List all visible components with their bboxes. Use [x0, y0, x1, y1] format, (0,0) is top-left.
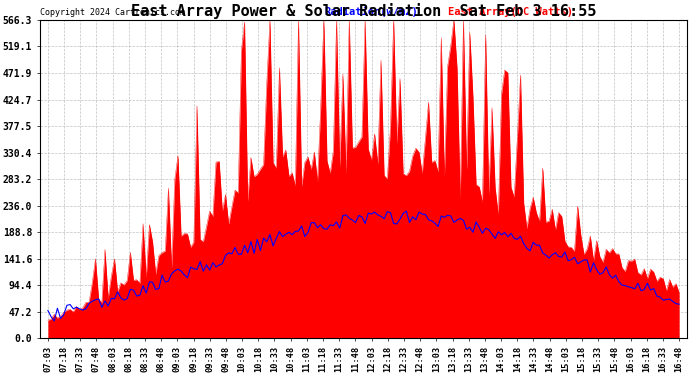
Text: East Array(DC Watts): East Array(DC Watts) [448, 7, 573, 17]
Text: Radiation(w/m2): Radiation(w/m2) [325, 7, 418, 17]
Text: Copyright 2024 Cartronics.com: Copyright 2024 Cartronics.com [40, 8, 185, 17]
Title: East Array Power & Solar Radiation  Sat Feb 3 16:55: East Array Power & Solar Radiation Sat F… [131, 3, 596, 19]
